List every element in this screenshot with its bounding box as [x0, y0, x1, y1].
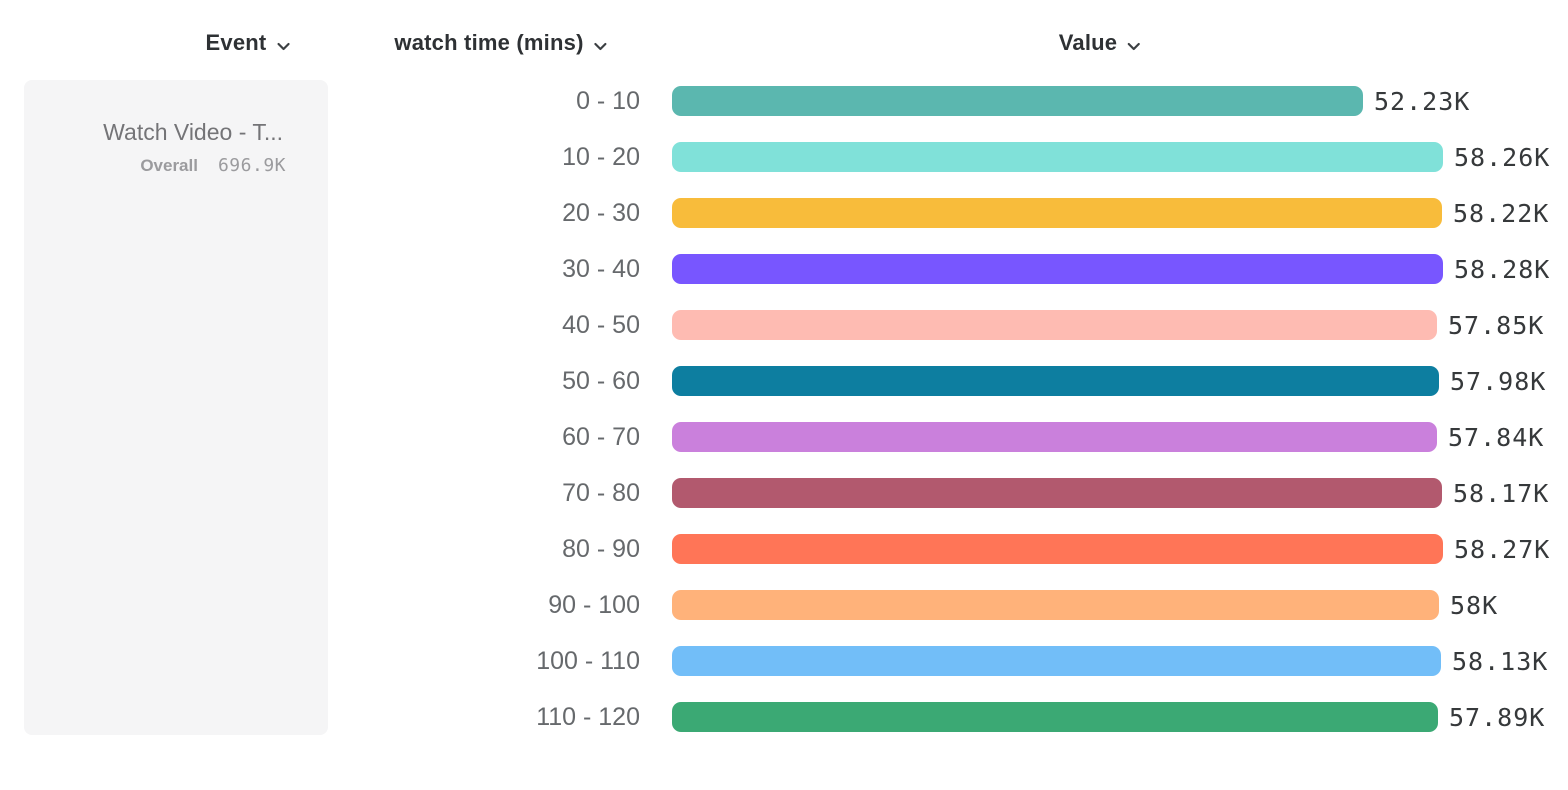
chart-row: 70 - 80 58.17K	[0, 465, 1568, 521]
column-header-watch-time[interactable]: watch time (mins)	[394, 29, 607, 56]
bucket-label: 20 - 30	[562, 198, 640, 227]
chevron-down-icon	[1127, 31, 1141, 57]
bucket-label: 40 - 50	[562, 310, 640, 339]
bucket-label: 30 - 40	[562, 254, 640, 283]
chart-row: 30 - 40 58.28K	[0, 241, 1568, 297]
bar[interactable]	[672, 422, 1437, 452]
bar[interactable]	[672, 478, 1442, 508]
chart-row: 40 - 50 57.85K	[0, 297, 1568, 353]
column-header-event-label: Event	[205, 29, 267, 55]
chart-row: 90 - 100 58K	[0, 577, 1568, 633]
value-label: 58.26K	[1454, 142, 1551, 172]
chevron-down-icon	[276, 31, 290, 57]
value-label: 58.27K	[1454, 534, 1551, 564]
event-name: Watch Video - T...	[103, 119, 283, 145]
chevron-down-icon	[594, 31, 608, 57]
chart-row: 20 - 30 58.22K	[0, 185, 1568, 241]
bar[interactable]	[672, 254, 1443, 284]
chart-row: 100 - 110 58.13K	[0, 633, 1568, 689]
value-label: 57.85K	[1448, 310, 1545, 340]
bucket-label: 10 - 20	[562, 142, 640, 171]
column-header-value-label: Value	[1058, 29, 1118, 55]
bucket-label: 50 - 60	[562, 366, 640, 395]
value-label: 58.28K	[1454, 254, 1551, 284]
value-label: 58K	[1450, 590, 1499, 620]
bar[interactable]	[672, 590, 1439, 620]
bar[interactable]	[672, 142, 1443, 172]
chart-row: 60 - 70 57.84K	[0, 409, 1568, 465]
bar[interactable]	[672, 534, 1443, 564]
bar[interactable]	[672, 646, 1441, 676]
column-header-value[interactable]: Value	[1059, 29, 1141, 56]
overall-row: Overall 696.9K	[24, 155, 328, 176]
value-label: 58.13K	[1452, 646, 1549, 676]
value-label: 52.23K	[1374, 86, 1471, 116]
bucket-label: 110 - 120	[536, 702, 640, 731]
column-header-watch-time-label: watch time (mins)	[394, 29, 584, 55]
value-label: 57.89K	[1449, 702, 1546, 732]
bar[interactable]	[672, 86, 1363, 116]
bucket-label: 90 - 100	[548, 590, 640, 619]
bar[interactable]	[672, 198, 1442, 228]
value-label: 57.84K	[1448, 422, 1545, 452]
bar[interactable]	[672, 366, 1439, 396]
chart-row: 10 - 20 58.26K	[0, 129, 1568, 185]
overall-value: 696.9K	[217, 155, 286, 176]
overall-label: Overall	[140, 156, 198, 175]
chart-row: 110 - 120 57.89K	[0, 689, 1568, 745]
event-card[interactable]: Watch Video - T... Overall 696.9K	[24, 80, 328, 735]
column-header-event[interactable]: Event	[206, 29, 291, 56]
value-label: 58.17K	[1453, 478, 1550, 508]
chart-row: 80 - 90 58.27K	[0, 521, 1568, 577]
chart-row: 50 - 60 57.98K	[0, 353, 1568, 409]
bucket-label: 80 - 90	[562, 534, 640, 563]
bucket-label: 100 - 110	[536, 646, 640, 675]
bucket-label: 70 - 80	[562, 478, 640, 507]
value-label: 58.22K	[1453, 198, 1550, 228]
bucket-label: 60 - 70	[562, 422, 640, 451]
bar[interactable]	[672, 702, 1438, 732]
value-label: 57.98K	[1450, 366, 1547, 396]
chart-row: 0 - 10 52.23K	[0, 73, 1568, 129]
bar[interactable]	[672, 310, 1437, 340]
bucket-label: 0 - 10	[576, 86, 640, 115]
bar-chart: 0 - 10 52.23K 10 - 20 58.26K 20 - 30 58.…	[0, 73, 1568, 745]
